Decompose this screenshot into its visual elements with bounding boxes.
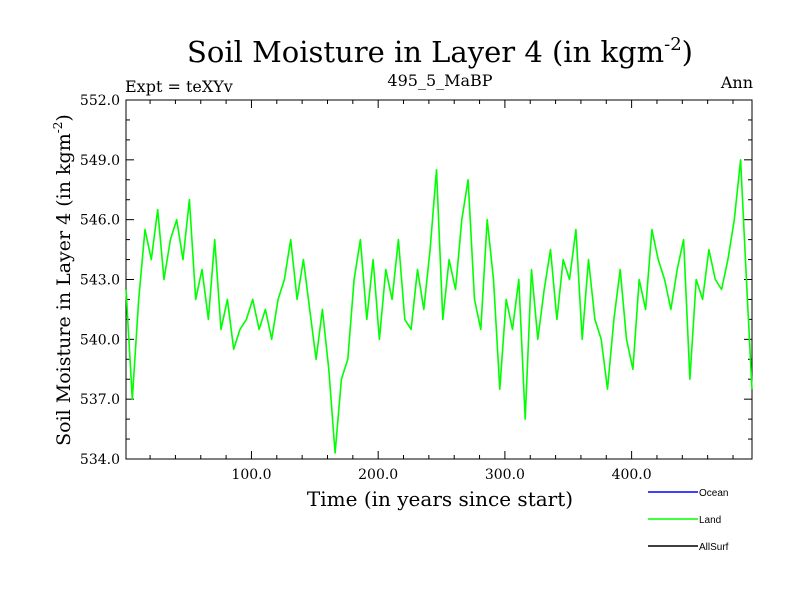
series-lines <box>125 159 753 454</box>
axis-ticks <box>126 100 752 459</box>
plot-frame <box>125 99 753 460</box>
x-axis-label: Time (in years since start) <box>307 487 573 511</box>
series-line-land <box>125 159 753 454</box>
x-tick-label: 100.0 <box>231 467 271 483</box>
y-tick-label: 552.0 <box>80 93 120 109</box>
run-id-label: 495_5_MaBP <box>387 71 492 90</box>
y-tick-label: 534.0 <box>80 452 120 468</box>
y-tick-label: 546.0 <box>80 213 120 229</box>
y-tick-label: 537.0 <box>80 392 120 408</box>
legend-allsurf-label: AllSurf <box>699 542 729 553</box>
y-tick-label: 549.0 <box>80 153 120 169</box>
legend-land-label: Land <box>699 515 721 526</box>
season-label: Ann <box>720 73 753 92</box>
chart-title-superscript: -2 <box>664 34 682 55</box>
y-axis-label-superscript: -2 <box>51 122 65 134</box>
axis-tick-labels: 100.0 200.0 300.0 400.0 534.0 537.0 540.0 543.0… <box>80 93 652 483</box>
y-tick-label: 540.0 <box>80 332 120 348</box>
x-tick-label: 200.0 <box>358 467 398 483</box>
x-tick-label: 300.0 <box>485 467 525 483</box>
legend: Ocean Land AllSurf <box>648 488 729 553</box>
chart-title: Soil Moisture in Layer 4 (in kgm-2) <box>187 34 693 69</box>
legend-ocean-label: Ocean <box>699 488 728 499</box>
y-tick-label: 543.0 <box>80 273 120 289</box>
experiment-label: Expt = teXYv <box>125 77 233 96</box>
y-axis-label: Soil Moisture in Layer 4 (in kgm-2) <box>51 114 75 446</box>
x-tick-label: 400.0 <box>612 467 652 483</box>
